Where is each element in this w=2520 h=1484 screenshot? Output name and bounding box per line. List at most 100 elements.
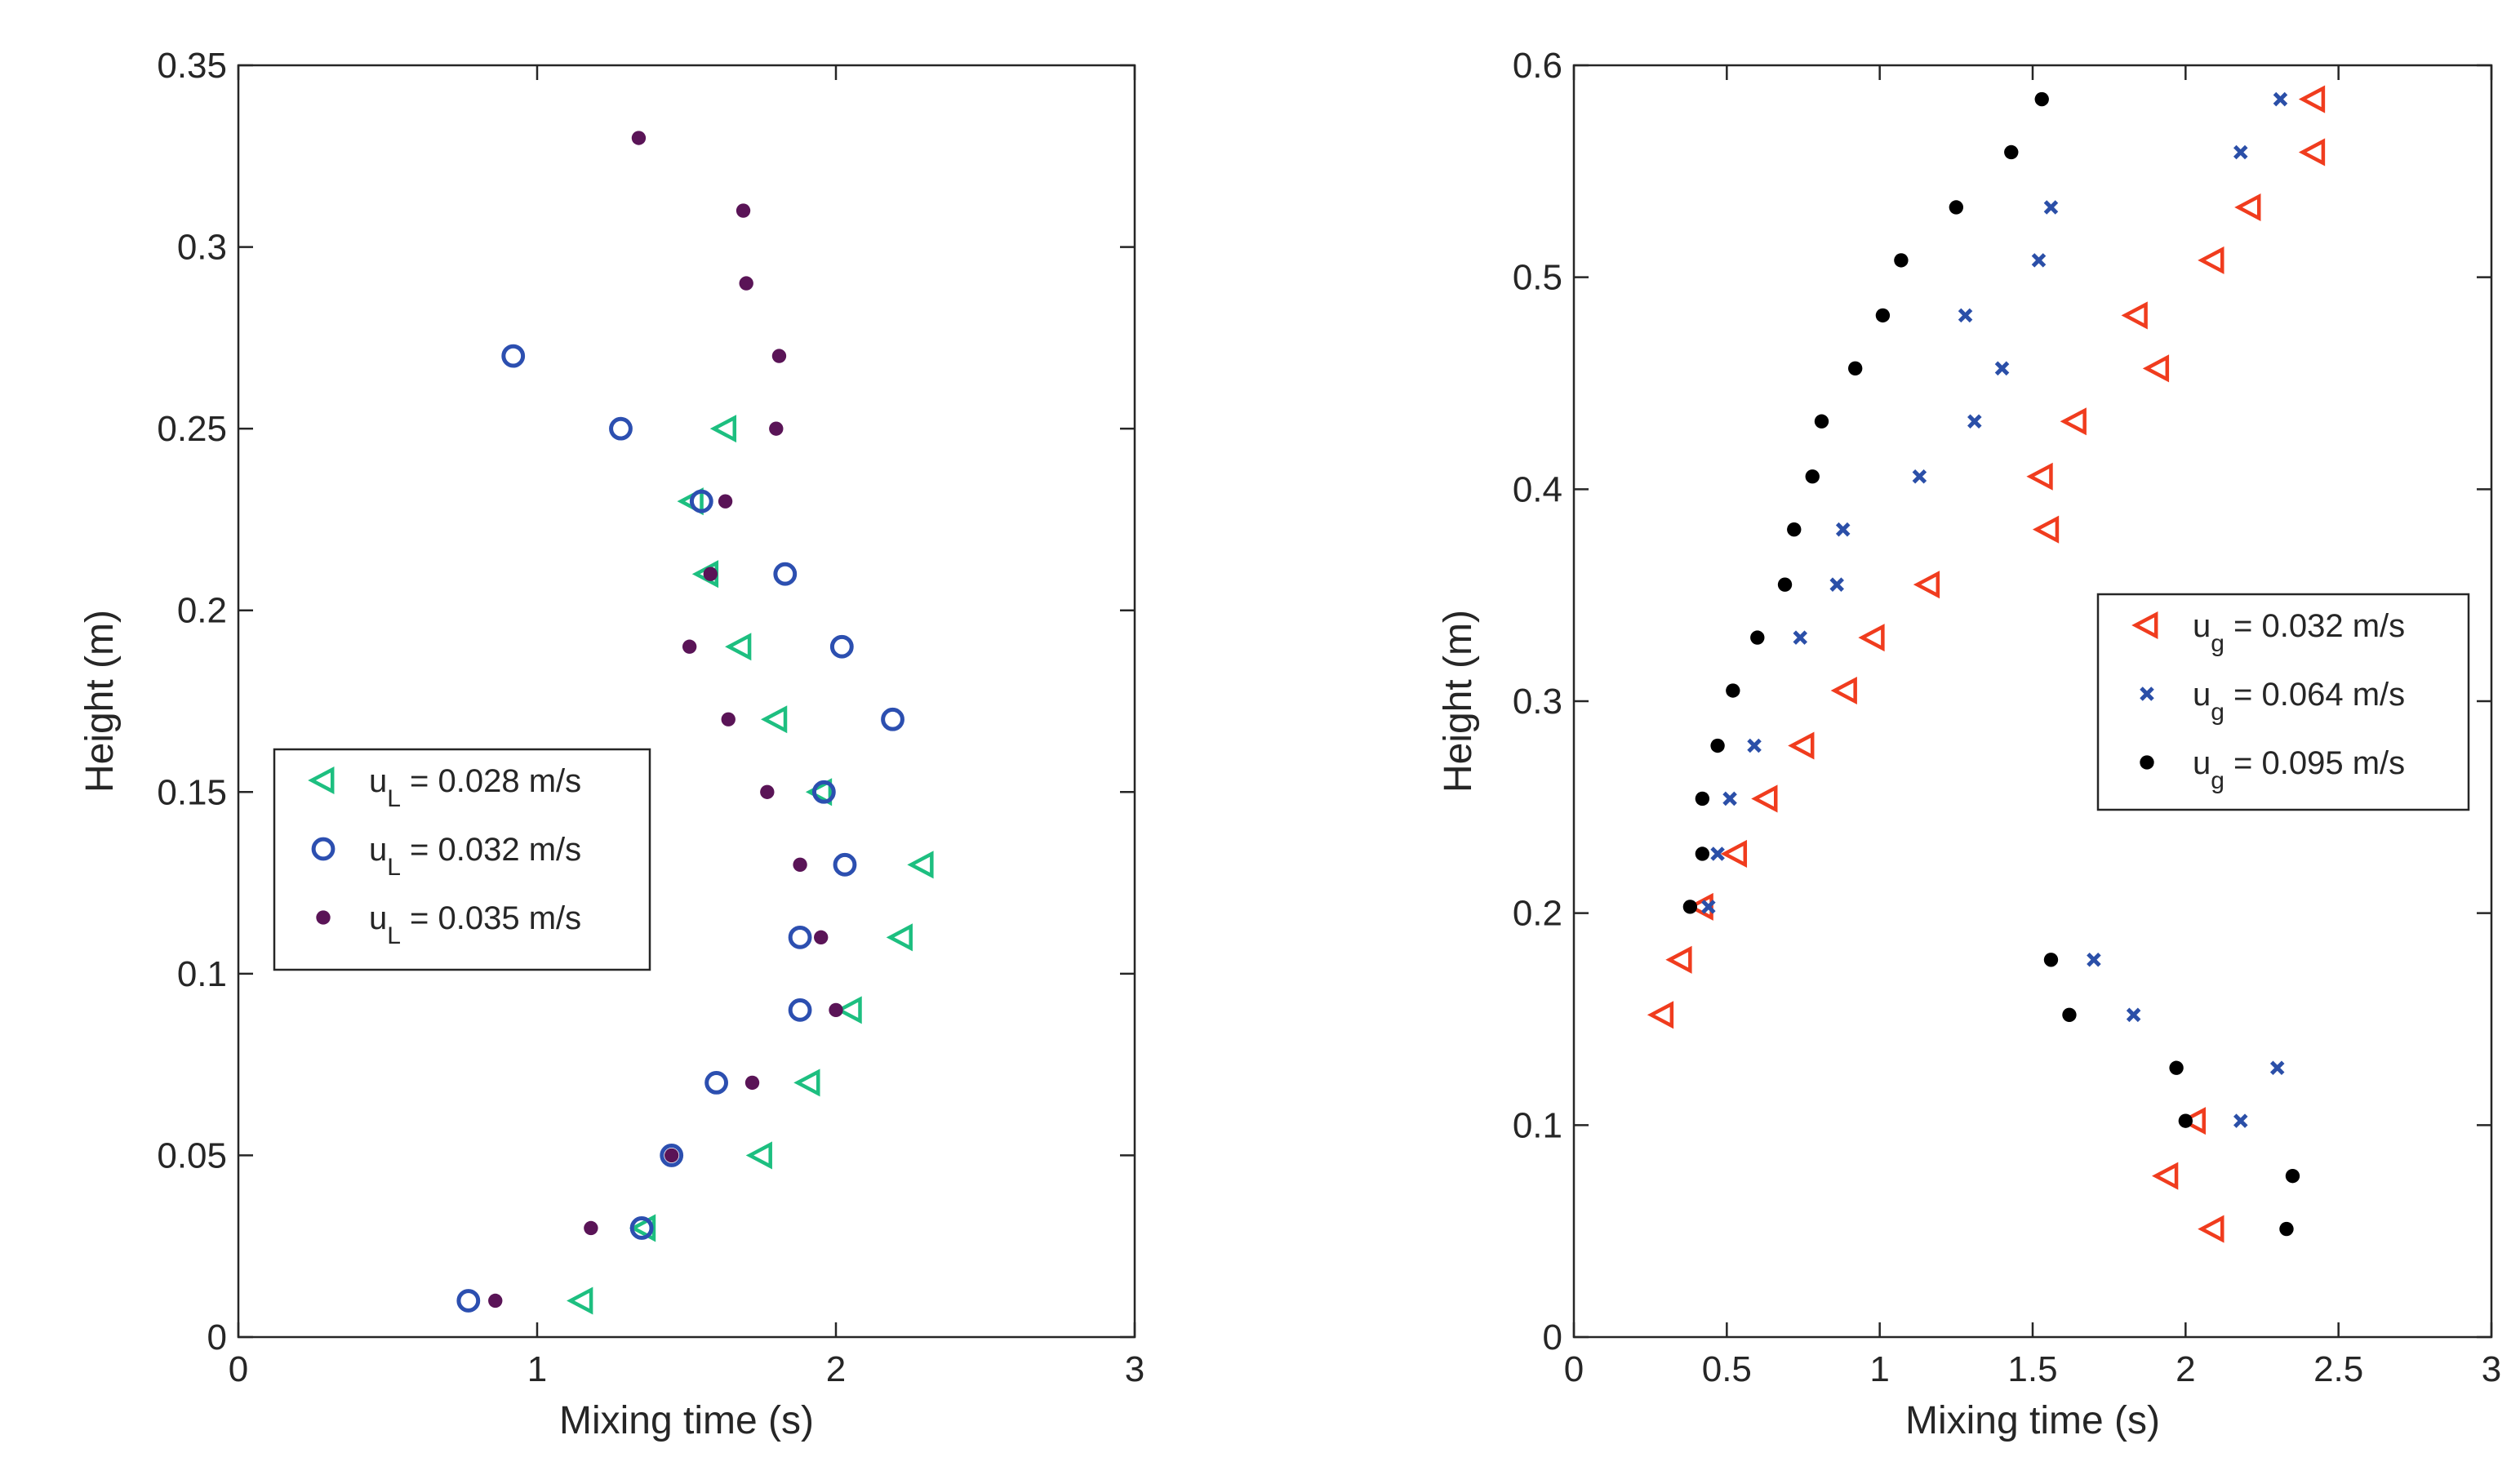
left-chart-series-3-point (736, 203, 751, 218)
left-chart-series-2-point (788, 925, 812, 949)
left-chart-series-1-point (793, 1069, 820, 1097)
left-chart-series-3 (488, 131, 843, 1308)
right-chart-series-1-point (2121, 301, 2148, 330)
left-chart-series-3-point (682, 639, 697, 654)
left-chart-series-3-point (829, 1002, 843, 1018)
left-chart-series-2-point (833, 852, 857, 877)
left-chart-legend: uL = 0.028 m/s uL = 0.032 m/s uL = 0.035 m… (273, 748, 651, 971)
left-chart-legend-box (273, 748, 651, 971)
left-chart-series-1-point (907, 851, 934, 879)
right-chart-x-tick-label: 3 (2482, 1349, 2501, 1389)
left-chart-series-3-point (721, 712, 736, 726)
left-chart-series-2-point (609, 416, 633, 441)
right-chart-legend-label-2: ug = 0.064 m/s (2193, 677, 2405, 726)
left-chart-series-1-point (567, 1286, 593, 1315)
right-chart-series-3-point (1695, 791, 1710, 806)
right-chart-legend-marker-1 (2131, 611, 2158, 640)
right-chart-series-2-point (1967, 414, 1982, 429)
right-chart-series-3-point (1695, 846, 1710, 861)
right-chart-series-1-point (1647, 1001, 1674, 1029)
left-chart-series-2 (456, 344, 904, 1313)
right-chart-y-tick-label: 0.1 (1513, 1105, 1562, 1145)
right-chart-series-2-point (2031, 253, 2047, 268)
right-chart-x-tick-label: 0.5 (1702, 1349, 1752, 1389)
right-chart-series-1 (1647, 85, 2326, 1243)
left-chart-y-tick-label: 0.3 (177, 228, 227, 268)
left-chart-legend-marker-3 (316, 910, 331, 925)
left-chart-series-3-point (631, 131, 647, 145)
left-chart-series-2-point (773, 562, 798, 586)
left-chart-series-2-point (811, 780, 836, 804)
left-chart-y-tick-label: 0.05 (157, 1135, 227, 1175)
right-chart-series-2-point (2043, 200, 2059, 215)
right-chart-x-tick-label: 2 (2176, 1349, 2195, 1389)
right-chart-series-1-point (1751, 784, 1778, 813)
left-chart-series-2-point (829, 634, 854, 659)
right-chart-legend-label-1: ug = 0.032 m/s (2193, 608, 2405, 657)
right-chart-series-3-point (1682, 900, 1698, 914)
right-chart-series-3-point (2169, 1060, 2184, 1075)
left-chart-series-1-point (725, 633, 752, 661)
right-chart-y-axis-title: Height (m) (1437, 610, 1480, 793)
right-chart-series-1-point (2142, 354, 2170, 383)
left-chart-legend-label-1: uL = 0.028 m/s (369, 763, 581, 812)
right-chart-legend: ug = 0.032 m/s ug = 0.064 m/s ug = 0.095 m… (2096, 593, 2470, 811)
right-chart-y-tick-label: 0.5 (1513, 258, 1562, 298)
left-chart-series-3-point (488, 1293, 503, 1308)
left-chart-x-tick-label: 0 (229, 1349, 248, 1389)
right-chart-series-1-point (2298, 85, 2326, 113)
right-chart-series-1-point (1913, 571, 1940, 599)
left-chart-y-tick-label: 0.1 (177, 954, 227, 994)
right-chart-y-tick-label: 0.2 (1513, 894, 1562, 934)
right-chart-series-3-point (1949, 200, 1964, 215)
left-chart-series-3-point (771, 349, 787, 363)
left-chart-series-2-point (501, 344, 526, 368)
left-chart-series-1-point (835, 996, 862, 1024)
right-chart-series-3-point (2062, 1007, 2077, 1022)
right-chart-series-3-point (1750, 630, 1765, 645)
right-chart-series-2-point (1835, 522, 1851, 537)
right-chart-x-tick-label: 1.5 (2007, 1349, 2057, 1389)
left-chart-series-3-point (739, 276, 753, 291)
right-chart-series-1-point (2060, 407, 2087, 436)
right-chart-series-2-point (1912, 469, 1927, 484)
right-chart-series-1-point (2198, 246, 2224, 274)
right-chart-series-3-point (2043, 953, 2059, 967)
left-chart-y-tick-label: 0.35 (157, 46, 227, 86)
right-chart-series-1-point (2026, 462, 2053, 491)
left-chart-series-2-point (660, 1144, 684, 1167)
left-chart-series-2-point (788, 997, 812, 1022)
left-chart-series-2-point (881, 707, 904, 731)
right-chart-series-3-point (1787, 522, 1802, 537)
right-chart-y-tick-label: 0.3 (1513, 682, 1562, 722)
right-chart-series-2-point (1829, 577, 1844, 592)
right-chart-series-2-point (1722, 791, 1737, 806)
chart-left-mixing-time-by-liquid-velocity: 0 1 2 3 0 0.05 0.1 0.15 0.2 0.25 0.3 0.35 Mixing tim… (78, 46, 1144, 1442)
left-chart-x-tick-label: 3 (1125, 1349, 1144, 1389)
right-chart-series-1-point (1720, 839, 1748, 868)
right-chart-series-2-point (1710, 846, 1725, 861)
left-chart-series-1-point (709, 415, 737, 443)
left-chart-y-tick-label: 0 (207, 1317, 227, 1357)
left-chart-series-3-point (703, 566, 718, 581)
chart-right-mixing-time-by-gas-velocity: 0 0.5 1 1.5 2 2.5 3 0 0.1 0.2 0.3 0.4 0.5 0.6 Mixing t… (1437, 46, 2501, 1442)
right-chart-series-3-point (2285, 1168, 2300, 1184)
right-chart-y-tick-label: 0.6 (1513, 46, 1562, 86)
right-chart-series-3-point (2034, 91, 2049, 107)
left-chart-series-2-point (629, 1216, 654, 1240)
right-chart-y-tick-label: 0 (1543, 1317, 1562, 1357)
left-chart-legend-label-2: uL = 0.032 m/s (369, 832, 581, 881)
left-chart-series-2-point (704, 1071, 728, 1095)
right-chart-series-1-point (2179, 1107, 2207, 1135)
right-chart-series-2 (1701, 91, 2288, 1128)
left-chart-series-3-point (760, 784, 775, 799)
right-chart-series-1-point (2298, 138, 2326, 167)
right-chart-series-2-point (1994, 361, 2010, 376)
left-chart-series-3-point (664, 1148, 679, 1163)
left-chart-series-3-point (769, 421, 784, 436)
right-chart-series-1-point (2198, 1215, 2224, 1243)
right-chart-series-3-point (1814, 414, 1829, 429)
right-chart-series-3-point (1848, 361, 1863, 376)
right-chart-series-2-point (2126, 1007, 2141, 1023)
left-chart-series-1-point (805, 778, 833, 806)
